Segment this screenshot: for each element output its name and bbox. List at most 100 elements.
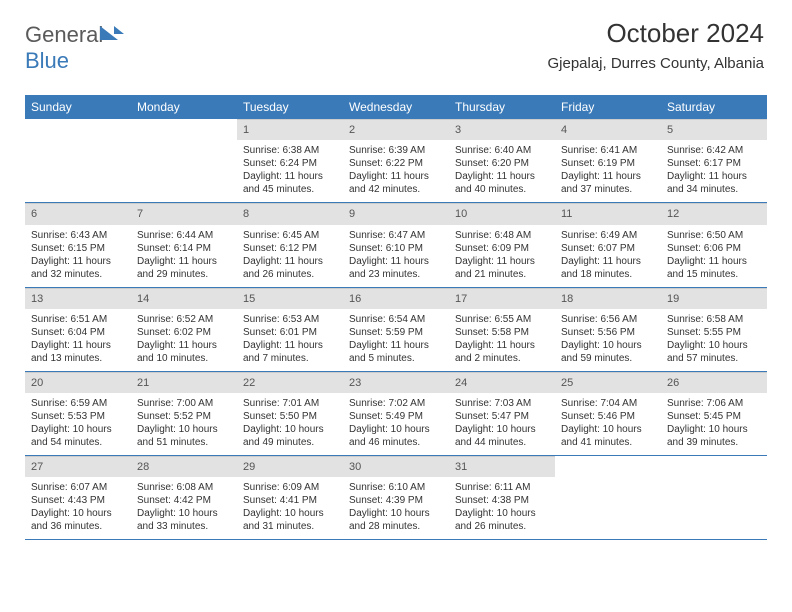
calendar-cell: 7Sunrise: 6:44 AMSunset: 6:14 PMDaylight… (131, 203, 237, 286)
day-details: Sunrise: 7:03 AMSunset: 5:47 PMDaylight:… (449, 393, 555, 455)
calendar-week: 13Sunrise: 6:51 AMSunset: 6:04 PMDayligh… (25, 288, 767, 372)
day-details: Sunrise: 6:39 AMSunset: 6:22 PMDaylight:… (343, 140, 449, 202)
calendar-cell: 21Sunrise: 7:00 AMSunset: 5:52 PMDayligh… (131, 372, 237, 455)
calendar-cell: 16Sunrise: 6:54 AMSunset: 5:59 PMDayligh… (343, 288, 449, 371)
calendar-body: 1Sunrise: 6:38 AMSunset: 6:24 PMDaylight… (25, 119, 767, 540)
day-details: Sunrise: 6:43 AMSunset: 6:15 PMDaylight:… (25, 225, 131, 287)
day-number: 15 (237, 288, 343, 309)
calendar-cell: 2Sunrise: 6:39 AMSunset: 6:22 PMDaylight… (343, 119, 449, 202)
calendar-week: 6Sunrise: 6:43 AMSunset: 6:15 PMDaylight… (25, 203, 767, 287)
calendar-week: 1Sunrise: 6:38 AMSunset: 6:24 PMDaylight… (25, 119, 767, 203)
day-number: 22 (237, 372, 343, 393)
day-details: Sunrise: 6:09 AMSunset: 4:41 PMDaylight:… (237, 477, 343, 539)
page-title: October 2024 (547, 18, 764, 49)
day-details: Sunrise: 6:48 AMSunset: 6:09 PMDaylight:… (449, 225, 555, 287)
day-details: Sunrise: 6:10 AMSunset: 4:39 PMDaylight:… (343, 477, 449, 539)
day-number: 13 (25, 288, 131, 309)
calendar-cell: 20Sunrise: 6:59 AMSunset: 5:53 PMDayligh… (25, 372, 131, 455)
day-details: Sunrise: 6:49 AMSunset: 6:07 PMDaylight:… (555, 225, 661, 287)
calendar-cell: 11Sunrise: 6:49 AMSunset: 6:07 PMDayligh… (555, 203, 661, 286)
calendar-cell: 22Sunrise: 7:01 AMSunset: 5:50 PMDayligh… (237, 372, 343, 455)
day-number: 14 (131, 288, 237, 309)
day-details: Sunrise: 7:01 AMSunset: 5:50 PMDaylight:… (237, 393, 343, 455)
day-number: 1 (237, 119, 343, 140)
day-details: Sunrise: 6:55 AMSunset: 5:58 PMDaylight:… (449, 309, 555, 371)
calendar-week: 27Sunrise: 6:07 AMSunset: 4:43 PMDayligh… (25, 456, 767, 540)
day-number: 18 (555, 288, 661, 309)
day-number: 5 (661, 119, 767, 140)
day-number: 7 (131, 203, 237, 224)
calendar-cell: 27Sunrise: 6:07 AMSunset: 4:43 PMDayligh… (25, 456, 131, 539)
calendar-cell: 19Sunrise: 6:58 AMSunset: 5:55 PMDayligh… (661, 288, 767, 371)
calendar-cell: 14Sunrise: 6:52 AMSunset: 6:02 PMDayligh… (131, 288, 237, 371)
day-details: Sunrise: 6:38 AMSunset: 6:24 PMDaylight:… (237, 140, 343, 202)
day-details: Sunrise: 7:04 AMSunset: 5:46 PMDaylight:… (555, 393, 661, 455)
page-header: October 2024 Gjepalaj, Durres County, Al… (547, 18, 764, 72)
day-details: Sunrise: 6:41 AMSunset: 6:19 PMDaylight:… (555, 140, 661, 202)
calendar-cell: 10Sunrise: 6:48 AMSunset: 6:09 PMDayligh… (449, 203, 555, 286)
calendar-cell (661, 456, 767, 539)
calendar-cell: 15Sunrise: 6:53 AMSunset: 6:01 PMDayligh… (237, 288, 343, 371)
day-number: 28 (131, 456, 237, 477)
calendar-cell: 3Sunrise: 6:40 AMSunset: 6:20 PMDaylight… (449, 119, 555, 202)
calendar-week: 20Sunrise: 6:59 AMSunset: 5:53 PMDayligh… (25, 372, 767, 456)
day-number: 25 (555, 372, 661, 393)
day-number: 21 (131, 372, 237, 393)
day-details: Sunrise: 6:42 AMSunset: 6:17 PMDaylight:… (661, 140, 767, 202)
day-details: Sunrise: 6:51 AMSunset: 6:04 PMDaylight:… (25, 309, 131, 371)
day-number: 24 (449, 372, 555, 393)
calendar-cell: 25Sunrise: 7:04 AMSunset: 5:46 PMDayligh… (555, 372, 661, 455)
day-number: 10 (449, 203, 555, 224)
logo-text2: Blue (25, 48, 69, 73)
logo-text1: General (25, 22, 103, 47)
dayhead-thu: Thursday (449, 95, 555, 119)
day-details: Sunrise: 7:06 AMSunset: 5:45 PMDaylight:… (661, 393, 767, 455)
calendar-cell: 1Sunrise: 6:38 AMSunset: 6:24 PMDaylight… (237, 119, 343, 202)
day-details: Sunrise: 6:07 AMSunset: 4:43 PMDaylight:… (25, 477, 131, 539)
day-number: 23 (343, 372, 449, 393)
day-number: 26 (661, 372, 767, 393)
dayhead-sat: Saturday (661, 95, 767, 119)
day-details: Sunrise: 6:54 AMSunset: 5:59 PMDaylight:… (343, 309, 449, 371)
calendar-cell (131, 119, 237, 202)
calendar-cell: 4Sunrise: 6:41 AMSunset: 6:19 PMDaylight… (555, 119, 661, 202)
logo-triangle2-icon (114, 26, 124, 34)
day-number: 17 (449, 288, 555, 309)
calendar-cell: 23Sunrise: 7:02 AMSunset: 5:49 PMDayligh… (343, 372, 449, 455)
day-details: Sunrise: 6:47 AMSunset: 6:10 PMDaylight:… (343, 225, 449, 287)
day-details: Sunrise: 6:53 AMSunset: 6:01 PMDaylight:… (237, 309, 343, 371)
location-text: Gjepalaj, Durres County, Albania (547, 55, 764, 72)
day-number: 2 (343, 119, 449, 140)
calendar-cell: 17Sunrise: 6:55 AMSunset: 5:58 PMDayligh… (449, 288, 555, 371)
day-number: 3 (449, 119, 555, 140)
day-number: 6 (25, 203, 131, 224)
day-number: 30 (343, 456, 449, 477)
calendar-cell: 12Sunrise: 6:50 AMSunset: 6:06 PMDayligh… (661, 203, 767, 286)
day-details: Sunrise: 6:52 AMSunset: 6:02 PMDaylight:… (131, 309, 237, 371)
day-number: 16 (343, 288, 449, 309)
day-details: Sunrise: 6:08 AMSunset: 4:42 PMDaylight:… (131, 477, 237, 539)
day-number: 9 (343, 203, 449, 224)
calendar-cell: 30Sunrise: 6:10 AMSunset: 4:39 PMDayligh… (343, 456, 449, 539)
day-details: Sunrise: 6:58 AMSunset: 5:55 PMDaylight:… (661, 309, 767, 371)
day-number: 29 (237, 456, 343, 477)
calendar-cell: 26Sunrise: 7:06 AMSunset: 5:45 PMDayligh… (661, 372, 767, 455)
day-number: 11 (555, 203, 661, 224)
day-details: Sunrise: 7:00 AMSunset: 5:52 PMDaylight:… (131, 393, 237, 455)
logo: General Blue (25, 22, 124, 74)
day-details: Sunrise: 6:56 AMSunset: 5:56 PMDaylight:… (555, 309, 661, 371)
dayhead-fri: Friday (555, 95, 661, 119)
calendar-cell: 24Sunrise: 7:03 AMSunset: 5:47 PMDayligh… (449, 372, 555, 455)
dayhead-wed: Wednesday (343, 95, 449, 119)
calendar-cell: 13Sunrise: 6:51 AMSunset: 6:04 PMDayligh… (25, 288, 131, 371)
dayhead-sun: Sunday (25, 95, 131, 119)
day-details: Sunrise: 6:45 AMSunset: 6:12 PMDaylight:… (237, 225, 343, 287)
calendar-cell: 9Sunrise: 6:47 AMSunset: 6:10 PMDaylight… (343, 203, 449, 286)
calendar-cell: 29Sunrise: 6:09 AMSunset: 4:41 PMDayligh… (237, 456, 343, 539)
day-number: 4 (555, 119, 661, 140)
day-details: Sunrise: 6:59 AMSunset: 5:53 PMDaylight:… (25, 393, 131, 455)
calendar-cell: 5Sunrise: 6:42 AMSunset: 6:17 PMDaylight… (661, 119, 767, 202)
day-number: 8 (237, 203, 343, 224)
day-details: Sunrise: 6:50 AMSunset: 6:06 PMDaylight:… (661, 225, 767, 287)
day-number: 27 (25, 456, 131, 477)
